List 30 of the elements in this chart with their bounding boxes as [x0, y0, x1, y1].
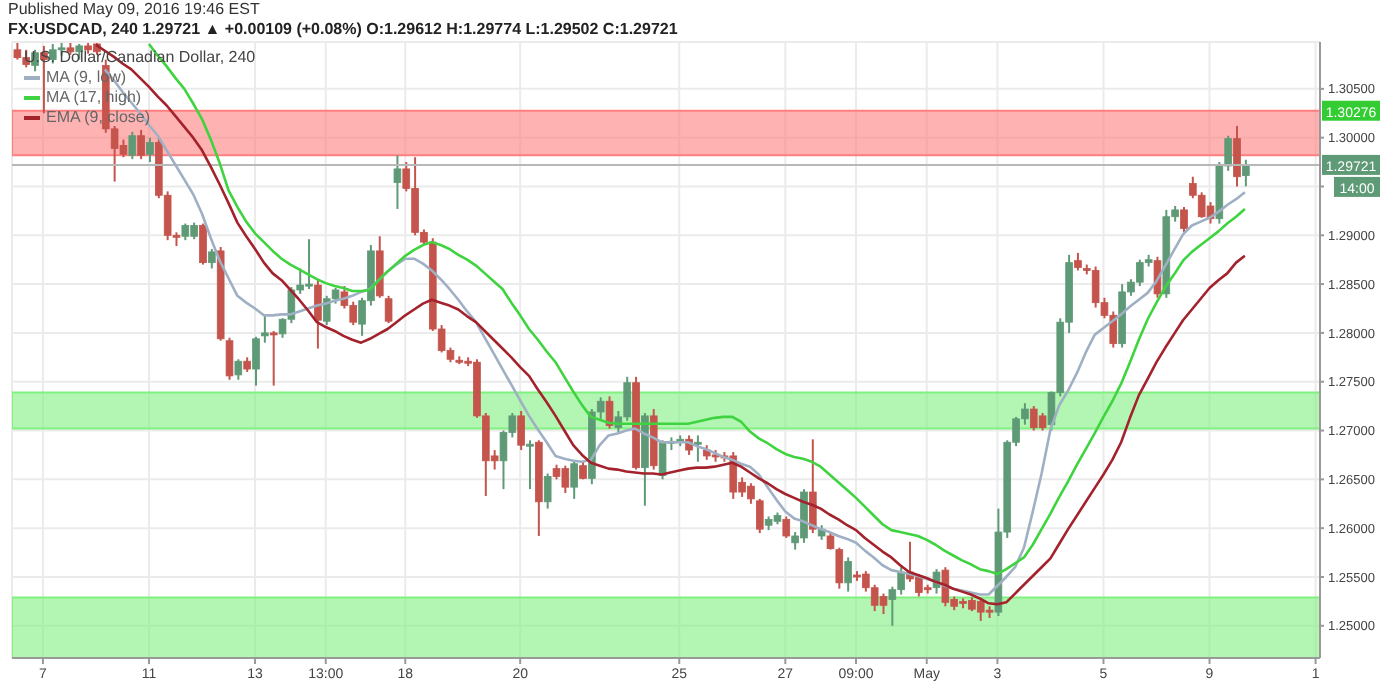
candlestick — [384, 294, 393, 325]
candlestick — [208, 247, 216, 270]
candlestick — [755, 497, 764, 535]
candlestick — [146, 136, 154, 164]
candlestick — [261, 314, 269, 344]
candlestick — [605, 395, 614, 430]
candlestick — [1242, 158, 1250, 188]
candlestick — [941, 566, 950, 608]
candlestick — [234, 358, 243, 381]
candlestick — [526, 439, 534, 491]
candlestick — [694, 434, 702, 463]
candlestick — [570, 458, 578, 500]
candlestick — [375, 235, 384, 299]
candlestick — [1180, 205, 1188, 234]
candlestick — [809, 438, 817, 535]
candlestick — [517, 410, 525, 452]
candlestick — [314, 278, 322, 350]
candlestick — [269, 329, 278, 387]
candlestick — [137, 128, 145, 161]
candlestick — [844, 556, 852, 593]
candlestick — [1233, 124, 1241, 188]
text: Published May 09, 2016 19:46 EST — [8, 0, 260, 18]
candlestick — [128, 130, 137, 161]
candlestick — [782, 515, 791, 539]
candlestick — [252, 335, 260, 387]
chart-title: FX:USDCAD, 240 1.29721 ▲ +0.00109 (+0.08%) O:1.29612 H:1.29774 L:1.29502 C:1.29721 — [8, 20, 678, 38]
candlestick — [393, 154, 402, 210]
candlestick — [543, 472, 552, 510]
candlestick — [199, 222, 207, 266]
candlestick — [879, 592, 888, 616]
